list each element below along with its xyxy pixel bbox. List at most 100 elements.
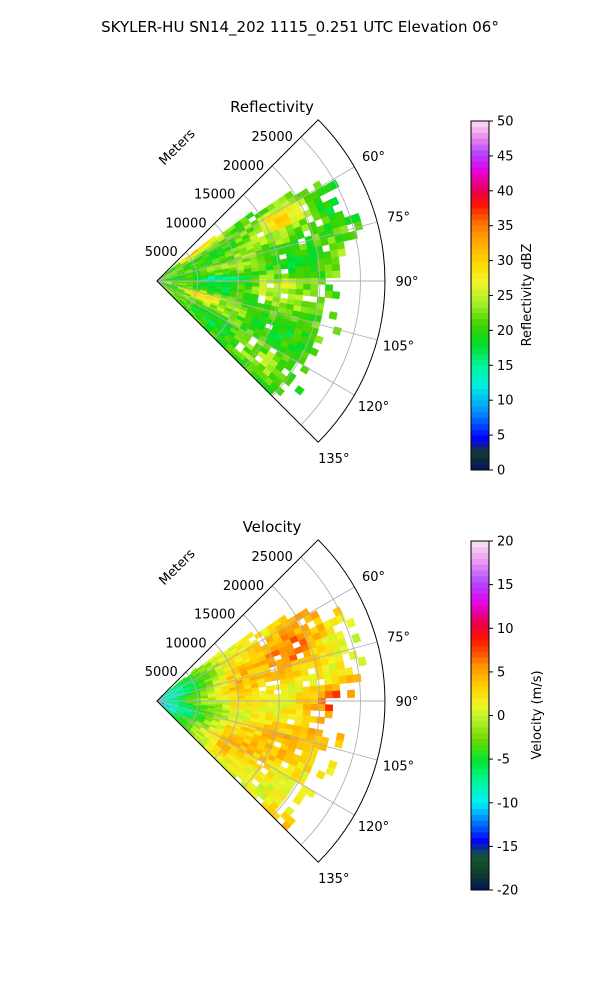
velocity-gate: [295, 692, 304, 699]
reflectivity-gate: [259, 274, 268, 280]
reflectivity-gate: [325, 284, 334, 292]
velocity-field: [157, 606, 367, 832]
reflectivity-gate: [310, 271, 319, 279]
colorbar-swatch: [471, 458, 489, 465]
angle-tick-label: 75°: [387, 630, 410, 645]
colorbar-swatch: [471, 190, 489, 198]
colorbar-swatch: [471, 440, 489, 448]
velocity-gate: [292, 795, 303, 806]
colorbar-swatch: [471, 721, 489, 728]
reflectivity-gate: [294, 261, 304, 269]
colorbar-swatch: [471, 703, 489, 711]
velocity-gate: [305, 788, 317, 799]
azimuth-spoke: [156, 700, 378, 761]
reflectivity-gate: [302, 266, 311, 274]
colorbar-swatch: [471, 779, 489, 786]
colorbar-swatch: [471, 610, 489, 618]
colorbar-tick-label: 45: [497, 149, 514, 164]
reflectivity-gate: [273, 283, 282, 289]
velocity-gate: [273, 703, 282, 709]
reflectivity-gate: [272, 264, 282, 271]
velocity-gate: [315, 672, 325, 680]
colorbar-tick-label: 35: [497, 219, 514, 234]
radial-tick-labels: 5000 10000 15000 20000 25000: [145, 550, 293, 680]
colorbar-swatch: [471, 564, 489, 571]
colorbar-swatch: [471, 668, 489, 676]
colorbar-swatch: [471, 126, 489, 134]
velocity-gate: [344, 667, 354, 677]
angle-tick-label: 60°: [362, 570, 385, 585]
reflectivity-gate: [258, 270, 268, 276]
colorbar-tick-label: 0: [497, 464, 505, 479]
velocity-gate: [244, 691, 253, 697]
colorbar-swatch: [471, 866, 489, 873]
velocity-gate: [288, 708, 297, 715]
radial-tick-label: 5000: [145, 245, 178, 260]
velocity-gate: [281, 693, 290, 700]
reflectivity-gate: [266, 274, 275, 280]
colorbar-swatch: [471, 423, 489, 430]
colorbar-swatch: [471, 295, 489, 302]
polar-grid: [156, 539, 386, 863]
colorbar-swatch: [471, 307, 489, 314]
colorbar-swatch: [471, 814, 489, 821]
angle-tick-label: 60°: [362, 150, 385, 165]
colorbar-swatch: [471, 336, 489, 343]
sector-frame: [156, 119, 386, 443]
reflectivity-gate: [337, 248, 347, 258]
colorbar-swatch: [471, 435, 489, 442]
colorbar-swatch: [471, 744, 489, 751]
radial-tick-label: 15000: [194, 608, 235, 623]
radial-tick-label: 5000: [145, 665, 178, 680]
colorbar-swatch: [471, 622, 489, 629]
colorbar-swatch: [471, 802, 489, 809]
radial-tick-label: 20000: [223, 579, 264, 594]
reflectivity-gate: [322, 250, 332, 259]
velocity-gate: [229, 696, 238, 700]
velocity-gate: [338, 675, 347, 685]
velocity-gate: [288, 703, 297, 710]
sector-frame: [156, 539, 386, 863]
colorbar-swatch: [471, 254, 489, 261]
colorbar-swatch: [471, 406, 489, 413]
colorbar-swatch: [471, 231, 489, 238]
velocity-gate: [351, 632, 362, 644]
colorbar-swatch: [471, 849, 489, 856]
reflectivity-gate: [317, 271, 326, 279]
colorbar-swatch: [471, 388, 489, 395]
velocity-gate: [251, 695, 260, 700]
velocity-gate: [331, 676, 340, 685]
reflectivity-gate: [287, 262, 296, 269]
velocity-gate: [309, 679, 318, 687]
colorbar-swatch: [471, 382, 489, 389]
colorbar-swatch: [471, 289, 489, 296]
reflectivity-gate: [251, 275, 260, 280]
azimuth-spoke: [156, 700, 355, 816]
colorbar-swatch: [471, 318, 489, 325]
colorbar-swatch: [471, 709, 489, 716]
colorbar-swatch: [471, 376, 489, 384]
colorbar-swatch: [471, 785, 489, 792]
velocity-gate: [302, 709, 311, 717]
colorbar-swatch: [471, 219, 489, 227]
colorbar-swatch: [471, 570, 489, 577]
velocity-gate: [322, 670, 332, 679]
velocity-gate: [259, 702, 268, 708]
reflectivity-gate: [332, 326, 342, 336]
colorbar-swatch: [471, 225, 489, 232]
colorbar-swatch: [471, 855, 489, 862]
colorbar-swatch: [471, 651, 489, 658]
colorbar-swatch: [471, 831, 489, 839]
reflectivity-panel: Reflectivity 5000 10000 15000 20000 25000 60…: [145, 98, 535, 479]
reflectivity-gate: [331, 291, 341, 300]
reflectivity-gate: [259, 282, 268, 288]
velocity-gate: [332, 690, 341, 699]
colorbar-swatch: [471, 347, 489, 355]
velocity-gate: [259, 694, 268, 700]
reflectivity-gate: [331, 256, 340, 265]
colorbar-swatch: [471, 161, 489, 168]
colorbar-swatch: [471, 394, 489, 401]
colorbar-swatch: [471, 639, 489, 647]
velocity-colorbar: -20 -15 -10 -5 0 5 10 15 20: [470, 535, 518, 899]
velocity-gate: [325, 704, 334, 712]
